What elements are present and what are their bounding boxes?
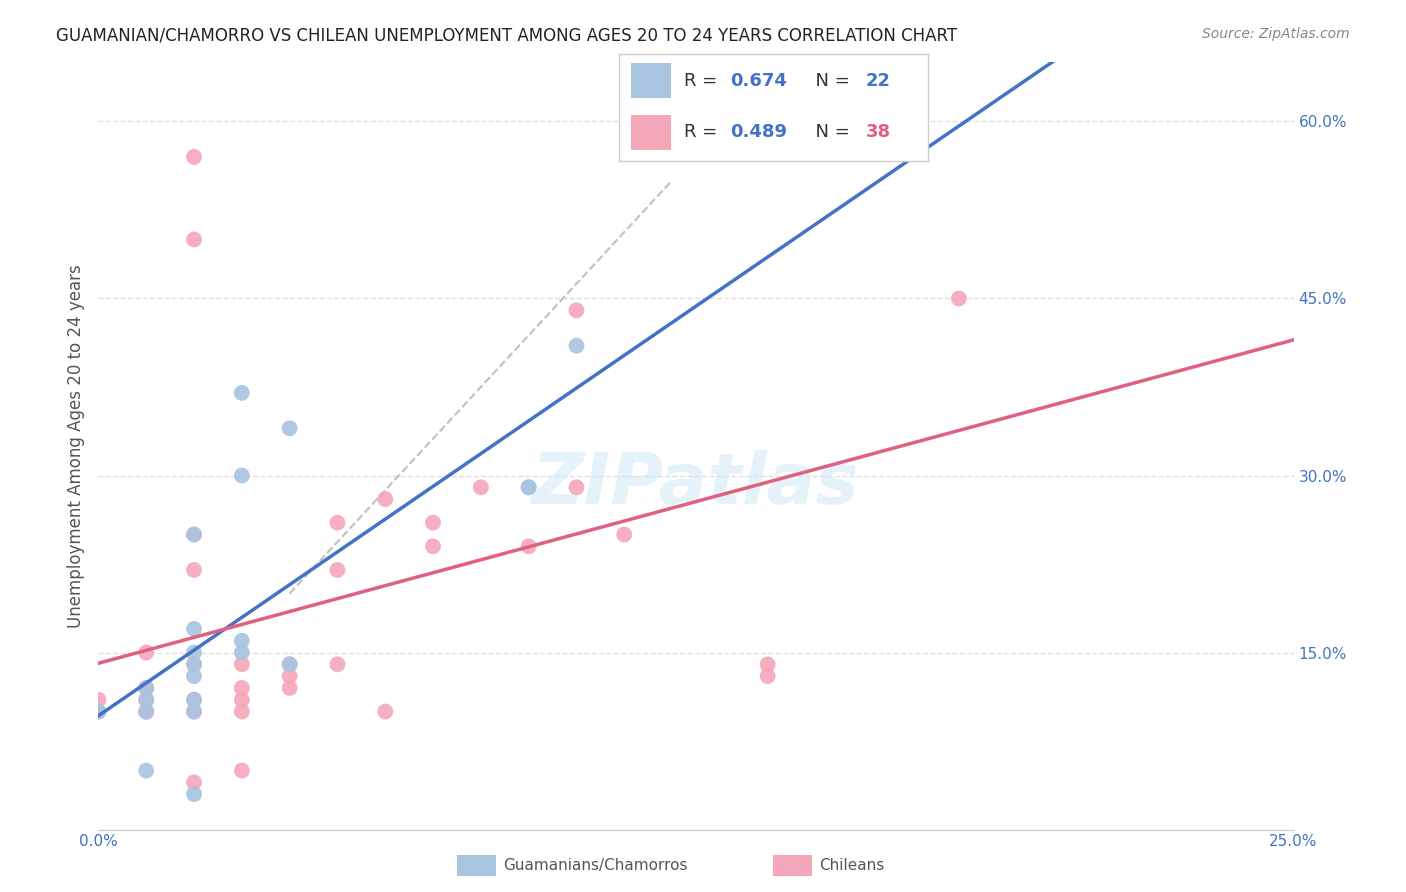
Point <box>278 657 301 672</box>
Point <box>183 775 205 789</box>
Point <box>613 527 636 541</box>
Point <box>231 705 253 719</box>
Point <box>135 705 157 719</box>
Point <box>87 692 110 706</box>
Point <box>87 705 110 719</box>
Point <box>278 681 301 695</box>
Point <box>183 563 205 577</box>
Point <box>231 692 253 706</box>
Point <box>278 421 301 435</box>
Point <box>374 492 396 507</box>
Point <box>231 633 253 648</box>
Point <box>183 705 205 719</box>
Point <box>278 669 301 683</box>
Text: 22: 22 <box>866 72 891 90</box>
Point <box>135 705 157 719</box>
Point <box>326 563 349 577</box>
Point <box>565 303 588 318</box>
Point <box>565 480 588 494</box>
Point <box>135 646 157 660</box>
FancyBboxPatch shape <box>631 63 671 98</box>
Text: ZIPatlas: ZIPatlas <box>533 450 859 519</box>
Y-axis label: Unemployment Among Ages 20 to 24 years: Unemployment Among Ages 20 to 24 years <box>66 264 84 628</box>
Point <box>87 705 110 719</box>
Text: Chileans: Chileans <box>818 858 884 872</box>
Point <box>326 516 349 530</box>
Point <box>517 480 540 494</box>
Point <box>231 646 253 660</box>
Point <box>183 527 205 541</box>
Point <box>183 657 205 672</box>
Point <box>278 657 301 672</box>
Point <box>422 516 444 530</box>
Point <box>183 705 205 719</box>
Point <box>135 681 157 695</box>
Point <box>183 787 205 801</box>
Point <box>756 669 779 683</box>
Point <box>183 622 205 636</box>
Point <box>756 657 779 672</box>
Text: Guamanians/Chamorros: Guamanians/Chamorros <box>503 858 688 872</box>
FancyBboxPatch shape <box>457 855 496 876</box>
Text: R =: R = <box>683 123 723 141</box>
Text: N =: N = <box>804 72 856 90</box>
Text: GUAMANIAN/CHAMORRO VS CHILEAN UNEMPLOYMENT AMONG AGES 20 TO 24 YEARS CORRELATION: GUAMANIAN/CHAMORRO VS CHILEAN UNEMPLOYME… <box>56 27 957 45</box>
Point <box>231 764 253 778</box>
Point <box>565 339 588 353</box>
Point <box>326 657 349 672</box>
Point <box>135 692 157 706</box>
Point <box>183 527 205 541</box>
Point <box>374 705 396 719</box>
Point <box>422 539 444 553</box>
Text: R =: R = <box>683 72 723 90</box>
Point <box>183 657 205 672</box>
Point <box>183 232 205 246</box>
Point <box>135 764 157 778</box>
Point <box>183 669 205 683</box>
Text: 0.674: 0.674 <box>730 72 787 90</box>
Point <box>183 692 205 706</box>
Point <box>948 292 970 306</box>
FancyBboxPatch shape <box>631 114 671 150</box>
Text: 0.489: 0.489 <box>730 123 787 141</box>
Text: 38: 38 <box>866 123 891 141</box>
Point <box>231 468 253 483</box>
Point <box>135 681 157 695</box>
Point <box>517 480 540 494</box>
Point <box>231 385 253 400</box>
Point <box>183 646 205 660</box>
Point <box>135 692 157 706</box>
Point <box>231 681 253 695</box>
FancyBboxPatch shape <box>773 855 813 876</box>
Point <box>183 692 205 706</box>
Point <box>183 150 205 164</box>
Point <box>517 539 540 553</box>
Text: N =: N = <box>804 123 856 141</box>
Point <box>470 480 492 494</box>
Point <box>231 657 253 672</box>
Point <box>135 705 157 719</box>
Text: Source: ZipAtlas.com: Source: ZipAtlas.com <box>1202 27 1350 41</box>
